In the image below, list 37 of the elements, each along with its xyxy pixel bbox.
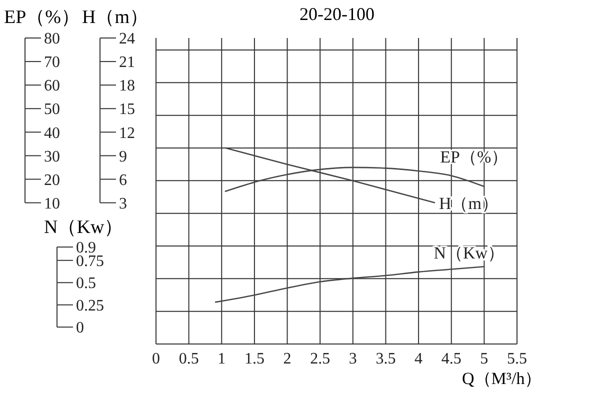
y-tick-label: 30 — [44, 148, 60, 166]
x-tick-label: 3.5 — [376, 350, 396, 368]
y3-tick-label: 0 — [76, 320, 84, 337]
y2-tick-label: 18 — [119, 78, 135, 95]
y3-axis-title: N（Kw） — [44, 217, 124, 238]
x-tick-label: 0.5 — [178, 350, 199, 368]
y2-tick-label: 6 — [119, 172, 127, 189]
x-tick-label: 4 — [414, 350, 423, 368]
x-tick-label: 1.5 — [244, 350, 264, 368]
x-tick-label: 2 — [283, 350, 292, 368]
x-tick-label: 4.5 — [441, 350, 462, 368]
y-tick-label: 10 — [44, 195, 60, 212]
y-tick-label: 50 — [44, 101, 60, 118]
y2-tick-label: 3 — [119, 195, 127, 212]
y2-tick-label: 21 — [119, 54, 135, 72]
y2-axis-title: H（m） — [82, 7, 148, 28]
y2-tick-label: 15 — [119, 101, 135, 118]
y2-tick-label: 24 — [119, 30, 135, 48]
x-tick-label: 5 — [480, 350, 488, 368]
y-tick-label: 20 — [44, 172, 60, 189]
x-axis-title: Q（M³/h） — [462, 369, 542, 388]
y-tick-label: 60 — [44, 78, 60, 95]
y3-tick-label: 0.25 — [76, 297, 104, 314]
x-tick-label: 5.5 — [507, 350, 527, 368]
x-tick-label: 3 — [348, 350, 357, 368]
y-axis-title: EP（%） — [4, 7, 80, 28]
y2-tick-label: 9 — [119, 148, 127, 166]
y2-tick-label: 12 — [119, 124, 135, 142]
y-tick-label: 40 — [44, 124, 60, 142]
y3-tick-label: 0.5 — [76, 275, 96, 292]
chart-title: 20-20-100 — [300, 4, 374, 24]
y-tick-label: 70 — [44, 54, 60, 72]
line-series — [214, 266, 485, 303]
x-tick-label: 1 — [218, 350, 226, 368]
x-tick-label: 2.5 — [310, 350, 330, 368]
x-tick-label: 0 — [152, 350, 160, 368]
y-tick-label: 80 — [44, 30, 60, 48]
